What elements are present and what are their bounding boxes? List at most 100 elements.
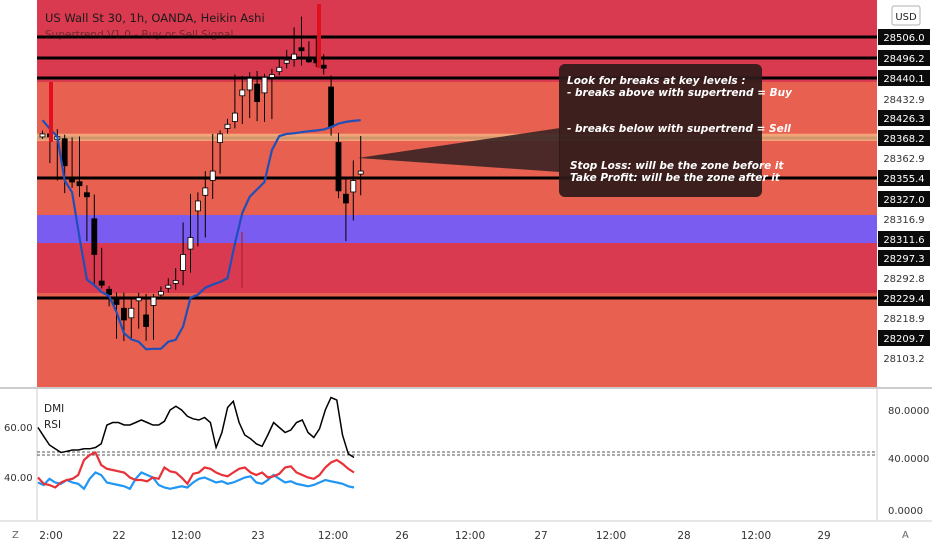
candle-body [246, 77, 253, 91]
candle-body [172, 280, 179, 284]
price-label: 28292.8 [883, 274, 924, 285]
candle-body [194, 200, 201, 212]
time-label: 12:00 [318, 530, 348, 542]
indicator-ticks: 60.00 40.00 80.0000 40.0000 0.0000 [4, 406, 929, 517]
currency-button-frame [891, 5, 921, 26]
price-label: 28316.9 [883, 215, 924, 226]
currency-button[interactable]: USD [891, 5, 921, 26]
candle-body [202, 187, 209, 196]
candle-body [150, 296, 157, 306]
price-label: 28311.6 [883, 235, 924, 246]
candle-body [39, 133, 46, 138]
candle-body [224, 123, 231, 129]
price-label-box [878, 70, 930, 86]
price-label: 28432.9 [883, 95, 924, 106]
time-label: 26 [395, 530, 409, 542]
candle-body [217, 133, 224, 143]
candle-body [157, 291, 164, 296]
price-label: 28506.0 [883, 33, 924, 44]
time-label: 12:00 [596, 530, 626, 542]
sell-signal-bar [317, 4, 321, 68]
price-label-box [878, 110, 930, 126]
price-label-box [878, 29, 930, 45]
candle-body [268, 74, 275, 78]
price-label: 28297.3 [883, 254, 924, 265]
candle-body [98, 280, 105, 286]
indicator-right-tick: 40.0000 [888, 454, 929, 465]
price-label: 28218.9 [883, 314, 924, 325]
indicator-right-tick: 0.0000 [888, 506, 923, 517]
price-label-box [878, 250, 930, 266]
candle-body [76, 181, 83, 187]
annotation-line-2: - breaks above with supertrend = Buy [567, 87, 793, 99]
indicator-label-rsi[interactable]: RSI [44, 419, 61, 431]
time-label: 12:00 [171, 530, 201, 542]
support-zone-band [37, 215, 877, 243]
candle-body [328, 86, 335, 128]
zoom-icon[interactable]: Z [12, 530, 19, 541]
candle-body [135, 297, 142, 302]
price-label: 28355.4 [883, 174, 924, 185]
candle-body [298, 47, 305, 52]
time-axis[interactable] [0, 521, 932, 550]
supertrend-line [41, 119, 361, 351]
time-label: 12:00 [741, 530, 771, 542]
candle-body [91, 218, 98, 255]
candle-body [283, 59, 290, 64]
candle-body [209, 170, 216, 181]
candle-body [305, 58, 312, 63]
indicator-series-3 [37, 451, 355, 489]
time-label: 28 [677, 530, 690, 542]
price-labels: 28506.0 28496.2 28440.1 28432.9 28426.3 28368… [878, 29, 930, 365]
price-label: 28368.2 [883, 134, 924, 145]
candle-body [128, 307, 135, 319]
indicator-right-tick: 80.0000 [888, 406, 929, 417]
candle-body [276, 66, 283, 73]
candle-body [121, 307, 127, 321]
indicator-lines [37, 396, 355, 491]
annotation-line-5: Take Profit: will be the zone after it [570, 172, 781, 184]
price-label-box [878, 50, 930, 66]
auto-scale-icon[interactable]: A [902, 530, 909, 541]
symbol-title[interactable]: US Wall St 30, 1h, OANDA, Heikin Ashi [45, 11, 265, 25]
annotation-box[interactable]: Look for breaks at key levels : - breaks… [358, 64, 793, 197]
candle-body [69, 178, 75, 183]
zone-bands [37, 133, 877, 243]
candle-body [106, 288, 112, 296]
candle-body [342, 193, 349, 204]
time-label: 27 [534, 530, 547, 542]
price-label-box [878, 191, 930, 207]
annotation-line-3: - breaks below with supertrend = Sell [567, 123, 791, 135]
time-labels: 2:00 22 12:00 23 12:00 26 12:00 27 12:00 28 12:00 2… [39, 530, 830, 542]
candle-body [84, 192, 90, 198]
indicator-series-1 [37, 396, 355, 459]
indicator-title[interactable]: Supertrend V1.0 - Buy or Sell Signal [45, 29, 233, 41]
candle-body [61, 138, 68, 167]
price-label: 28426.3 [883, 114, 924, 125]
price-label: 28327.0 [883, 195, 924, 206]
sell-signal-bar [49, 82, 53, 142]
candle-body [239, 89, 246, 97]
resistance-zone-band [37, 133, 877, 141]
annotation-pointer [358, 128, 560, 172]
candle-body [335, 142, 342, 192]
candle-body [254, 83, 261, 102]
time-label: 29 [817, 530, 830, 542]
price-label-box [878, 231, 930, 247]
candle-body [320, 64, 327, 69]
indicator-label-dmi[interactable]: DMI [44, 403, 64, 415]
price-label: 28496.2 [883, 54, 924, 65]
price-label-box [878, 290, 930, 306]
candle-body [291, 53, 298, 60]
time-label: 2:00 [39, 530, 63, 542]
candle-body [350, 180, 357, 193]
candle-body [231, 112, 238, 122]
price-label-box [878, 130, 930, 146]
candle-body [261, 76, 268, 94]
annotation-line-1: Look for breaks at key levels : [567, 75, 746, 87]
price-label-box [878, 170, 930, 186]
currency-button-label: USD [895, 12, 917, 23]
time-label: 22 [112, 530, 125, 542]
candle-body [180, 254, 187, 271]
